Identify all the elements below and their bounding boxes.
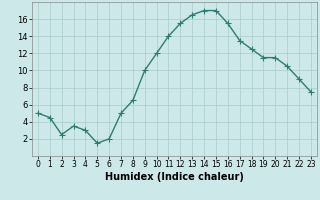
X-axis label: Humidex (Indice chaleur): Humidex (Indice chaleur)	[105, 172, 244, 182]
